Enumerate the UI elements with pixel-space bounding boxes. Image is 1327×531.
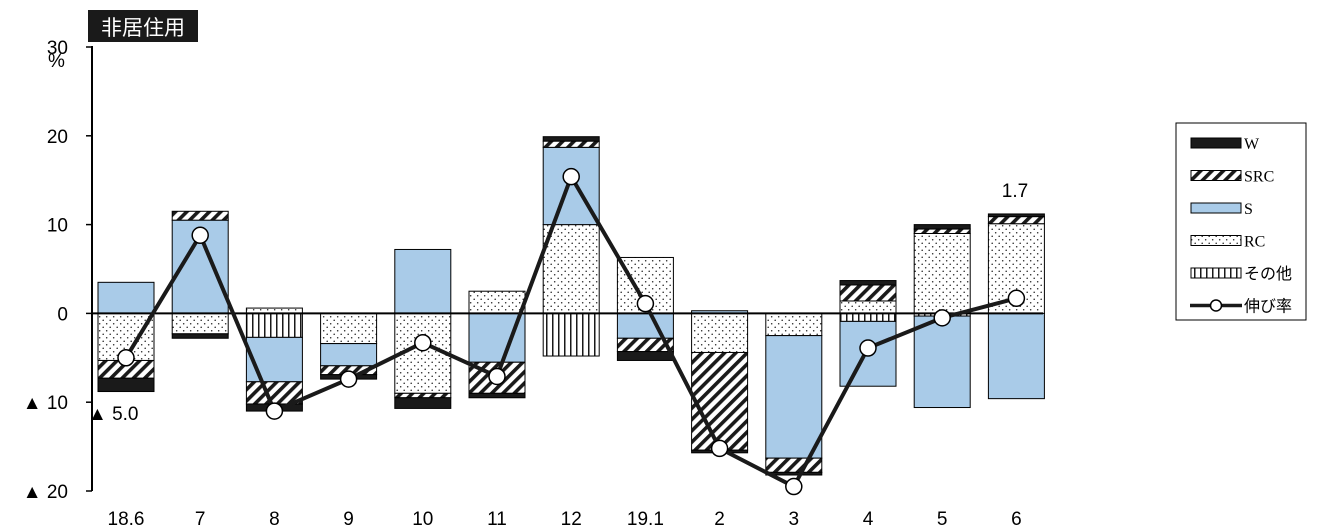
x-tick-label: 4	[863, 509, 874, 530]
growth-point	[710, 439, 729, 458]
legend-label-w: W	[1244, 136, 1260, 153]
legend-swatch-other	[1190, 267, 1242, 279]
bar-segment-w	[468, 392, 526, 399]
bar-segment-s	[320, 343, 378, 367]
bar-segment-w	[171, 333, 229, 339]
bar-segment-rc	[320, 312, 378, 345]
bar-segment-w	[97, 377, 155, 393]
bar-segment-s	[245, 336, 303, 383]
bar-segment-rc	[913, 232, 971, 314]
growth-line-series	[117, 167, 1026, 496]
bar-segment-other	[839, 312, 897, 322]
y-tick-label: 20	[47, 127, 68, 148]
legend-label-src: SRC	[1244, 169, 1274, 186]
growth-point	[562, 167, 580, 186]
legend-swatch-s	[1190, 202, 1242, 214]
bar-segment-w	[394, 397, 452, 409]
bar-segment-src	[839, 284, 897, 302]
y-axis-ticks: 30 20 10 0 ▲ 10 ▲ 20	[23, 38, 92, 503]
x-tick-label: 5	[937, 509, 948, 530]
x-tick-label: 18.6	[108, 509, 145, 530]
x-tick-label: 7	[195, 509, 206, 530]
title-background	[88, 10, 198, 42]
x-tick-label: 8	[269, 509, 280, 530]
bar-segment-w	[616, 351, 674, 361]
bar-segment-s	[987, 312, 1045, 400]
x-tick-label: 9	[343, 509, 354, 530]
data-label-annotation: ▲ 5.0	[88, 404, 139, 425]
growth-point	[785, 477, 803, 496]
bar-segment-s	[616, 312, 674, 339]
bar-segment-rc	[468, 290, 526, 314]
data-label-annotation: 1.7	[1002, 181, 1028, 202]
growth-point	[265, 402, 284, 420]
legend-swatch-src	[1190, 170, 1242, 181]
legend-label-growth: 伸び率	[1244, 298, 1292, 316]
bar-segment-w	[839, 280, 897, 286]
bar-segment-other	[542, 312, 600, 357]
bar-segment-rc	[171, 312, 229, 335]
legend-label-other: その他	[1244, 265, 1292, 283]
growth-point	[191, 226, 209, 245]
bar-segment-s	[97, 281, 155, 314]
x-tick-label: 2	[714, 509, 725, 530]
bar-segment-src	[765, 457, 823, 473]
x-tick-label: 3	[789, 509, 800, 530]
y-axis-unit-label: %	[48, 51, 65, 72]
chart-title: 非居住用	[101, 16, 185, 40]
bar-segment-src	[171, 210, 229, 221]
x-tick-label: 6	[1011, 509, 1022, 530]
bar-segment-other	[245, 312, 303, 338]
bar-segment-src	[542, 140, 600, 148]
bar-segment-w	[913, 224, 971, 230]
legend-frame	[1175, 122, 1307, 321]
bar-segment-src	[913, 228, 971, 234]
growth-point	[117, 349, 135, 367]
chart-title-badge: 非居住用	[88, 10, 198, 42]
growth-point	[488, 367, 506, 386]
growth-point	[933, 309, 951, 327]
growth-point	[636, 294, 655, 313]
bar-segment-rc	[765, 312, 823, 337]
legend-swatch-rc	[1190, 235, 1242, 246]
stacked-bars	[97, 136, 1045, 476]
bar-segment-w	[542, 136, 600, 142]
growth-point	[1007, 289, 1026, 308]
bar-segment-s	[765, 335, 823, 459]
bar-segment-s	[394, 248, 452, 314]
bar-segment-rc	[542, 224, 600, 314]
growth-point	[859, 339, 877, 357]
x-tick-label: 12	[561, 509, 582, 530]
growth-point	[339, 370, 358, 388]
value-annotations: ▲ 5.0 1.7	[88, 181, 1028, 425]
y-tick-label: 0	[57, 304, 68, 325]
growth-point	[414, 333, 432, 352]
y-tick-label: ▲ 10	[23, 393, 68, 414]
x-tick-label: 11	[487, 509, 507, 530]
bar-segment-src	[394, 392, 452, 399]
y-tick-label: 10	[47, 216, 68, 237]
legend-label-s: S	[1244, 201, 1253, 218]
y-tick-label: 30	[47, 38, 68, 59]
bar-segment-s	[913, 315, 971, 409]
bar-segment-src	[691, 351, 749, 451]
bar-segment-src	[987, 216, 1045, 225]
x-axis-ticks: 18.6 7 8 9 10 11 12 19.1 2 3 4 5 6	[108, 509, 1022, 530]
x-tick-label: 19.1	[627, 509, 664, 530]
bar-segment-rc	[839, 300, 897, 314]
y-tick-label: ▲ 20	[23, 482, 68, 503]
bar-segment-rc	[691, 312, 749, 353]
x-tick-label: 10	[412, 509, 433, 530]
legend-swatch-w	[1190, 137, 1242, 149]
legend-swatch-growth-marker	[1209, 299, 1223, 312]
bar-segment-w	[987, 213, 1045, 218]
legend-label-rc: RC	[1244, 234, 1265, 251]
